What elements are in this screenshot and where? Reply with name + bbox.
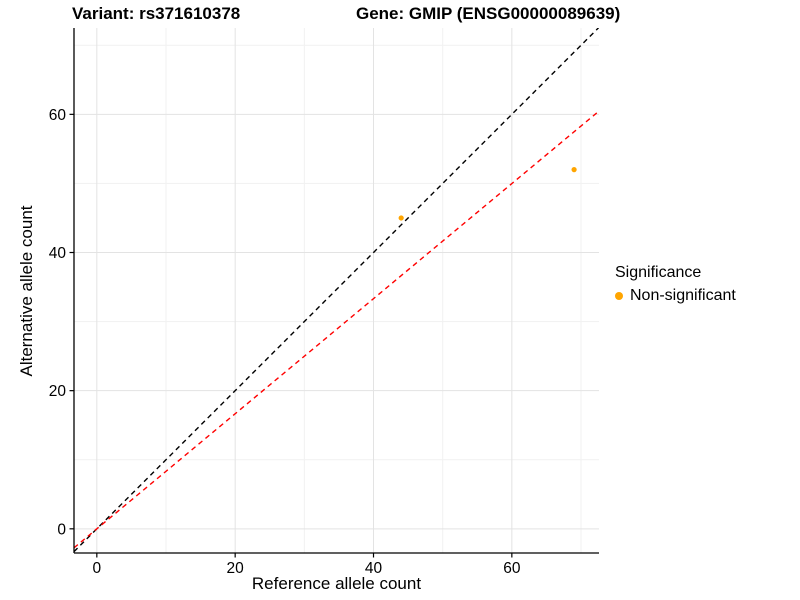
x-tick-label: 60: [503, 560, 521, 577]
fit-line: [74, 110, 599, 549]
y-axis-title: Alternative allele count: [17, 205, 36, 377]
legend-item: Non-significant: [615, 287, 736, 305]
y-tick-label: 60: [49, 107, 67, 124]
identity-line: [74, 28, 599, 553]
legend-item-label: Non-significant: [630, 287, 736, 304]
y-tick-label: 40: [49, 245, 67, 262]
x-tick-label: 40: [365, 560, 383, 577]
y-tick-label: 20: [49, 383, 67, 400]
data-point: [398, 215, 404, 221]
x-tick-label: 0: [93, 560, 102, 577]
x-tick-label: 20: [227, 560, 245, 577]
y-tick-label: 0: [57, 521, 66, 538]
legend: Significance Non-significant: [615, 264, 736, 305]
legend-title: Significance: [615, 264, 702, 281]
plot-title-gene: Gene: GMIP (ENSG00000089639): [356, 4, 621, 23]
data-point: [571, 167, 577, 173]
x-axis-title: Reference allele count: [251, 574, 422, 593]
legend-point-icon: [615, 292, 623, 300]
plot-title-variant: Variant: rs371610378: [72, 4, 241, 23]
